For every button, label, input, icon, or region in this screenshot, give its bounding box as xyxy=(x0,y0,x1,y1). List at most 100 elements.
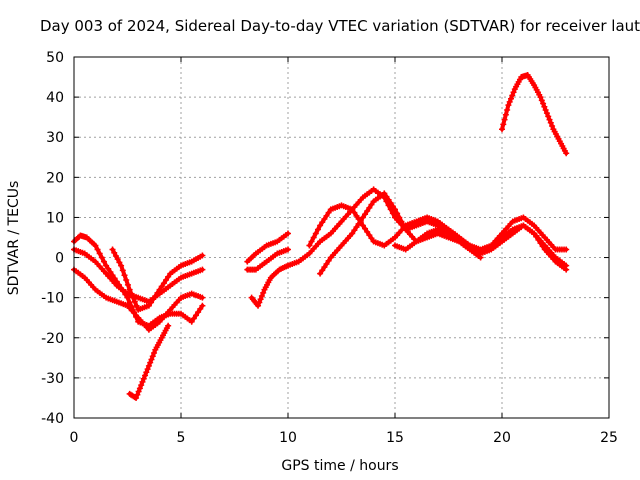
data-point xyxy=(323,260,330,267)
y-tick-label: 10 xyxy=(46,210,64,226)
data-point xyxy=(116,259,123,266)
data-point xyxy=(353,212,360,219)
data-point xyxy=(317,270,324,277)
y-tick-label: 30 xyxy=(46,130,64,146)
data-point xyxy=(107,268,114,275)
x-tick-label: 0 xyxy=(70,430,79,446)
data-point xyxy=(531,230,538,237)
data-point xyxy=(285,230,291,237)
axis-ticks xyxy=(73,56,610,419)
data-point xyxy=(126,286,133,293)
data-point xyxy=(160,280,167,287)
data-point xyxy=(142,372,149,379)
data-point xyxy=(538,97,545,104)
data-point xyxy=(362,225,369,232)
data-point xyxy=(96,250,103,257)
data-point xyxy=(100,258,107,265)
data-point xyxy=(359,214,366,221)
data-point xyxy=(392,206,398,213)
series-arc-1 xyxy=(71,232,206,329)
data-point xyxy=(541,103,548,110)
data-point xyxy=(509,92,516,99)
data-point xyxy=(357,219,364,226)
data-point xyxy=(105,265,112,272)
data-point xyxy=(381,190,388,197)
data-point xyxy=(542,106,549,113)
data-point xyxy=(537,94,544,101)
data-point xyxy=(312,230,319,237)
y-tick-label: -30 xyxy=(41,371,64,387)
data-point xyxy=(396,214,403,221)
data-point xyxy=(124,281,131,288)
series-arc-13 xyxy=(499,72,570,157)
data-point xyxy=(148,356,155,363)
data-point xyxy=(94,246,101,253)
data-point xyxy=(321,264,328,271)
data-point xyxy=(394,210,401,217)
data-point xyxy=(136,385,143,392)
y-tick-label: 40 xyxy=(46,90,64,106)
data-point xyxy=(109,272,116,279)
grid xyxy=(74,57,609,418)
data-point xyxy=(130,294,137,301)
data-point xyxy=(151,350,158,357)
data-point xyxy=(537,240,544,247)
data-point xyxy=(319,219,326,226)
data-series xyxy=(71,72,570,401)
data-point xyxy=(506,98,513,105)
data-point xyxy=(549,122,556,129)
data-point xyxy=(154,289,161,296)
data-point xyxy=(195,309,202,316)
data-point xyxy=(138,382,145,389)
data-point xyxy=(349,230,356,237)
data-point xyxy=(398,218,405,225)
data-point xyxy=(131,298,138,305)
data-point xyxy=(547,119,554,126)
data-point xyxy=(199,294,206,301)
data-point xyxy=(260,289,267,296)
data-point xyxy=(158,283,165,290)
data-point xyxy=(306,242,313,249)
chart-title: Day 003 of 2024, Sidereal Day-to-day VTE… xyxy=(40,17,640,35)
data-point xyxy=(199,266,206,273)
data-point xyxy=(134,391,141,398)
data-point xyxy=(563,266,570,273)
y-tick-label: -20 xyxy=(41,331,64,347)
data-point xyxy=(148,299,155,306)
y-tick-label: -40 xyxy=(41,411,64,427)
x-tick-label: 5 xyxy=(177,430,186,446)
data-point xyxy=(135,388,142,395)
y-axis-label: SDTVAR / TECUs xyxy=(6,181,22,296)
x-tick-label: 20 xyxy=(493,430,511,446)
tick-labels: 0 5 10 15 20 25 -40 -30 -20 -10 0 10 20 30 40 50 xyxy=(41,50,618,446)
data-point xyxy=(118,262,125,269)
data-point xyxy=(385,196,392,203)
data-point xyxy=(500,121,507,128)
series-line xyxy=(249,263,290,308)
series-arc-2 xyxy=(71,266,206,333)
data-point xyxy=(165,273,172,280)
series-arc-4 xyxy=(109,246,206,313)
data-point xyxy=(147,359,154,366)
data-point xyxy=(133,302,140,309)
data-point xyxy=(353,224,360,231)
data-point xyxy=(368,201,375,208)
data-point xyxy=(321,216,328,223)
data-point xyxy=(119,267,126,274)
data-point xyxy=(256,299,263,306)
data-point xyxy=(197,305,204,312)
data-point xyxy=(317,222,324,229)
data-point xyxy=(109,246,116,253)
data-point xyxy=(351,209,358,216)
series-arc-12 xyxy=(392,214,570,257)
data-point xyxy=(112,252,119,259)
data-point xyxy=(383,193,390,200)
data-point xyxy=(92,242,99,249)
y-tick-label: 50 xyxy=(46,50,64,66)
data-point xyxy=(364,208,371,215)
series-arc-7 xyxy=(244,246,291,273)
data-point xyxy=(152,293,159,300)
data-point xyxy=(126,299,133,306)
data-point xyxy=(121,272,128,279)
